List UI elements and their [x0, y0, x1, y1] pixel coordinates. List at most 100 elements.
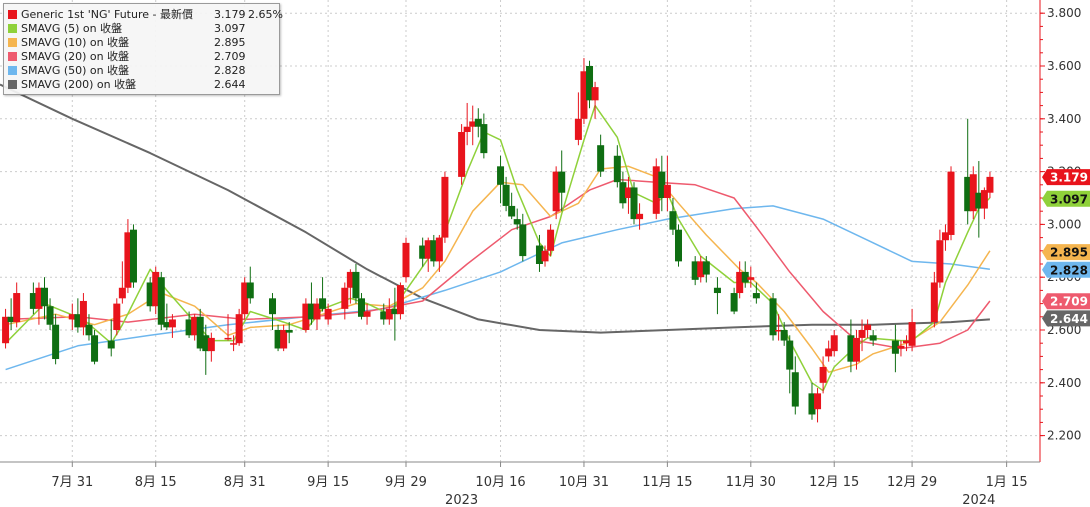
candle-body	[480, 124, 488, 154]
legend-value: 2.644	[214, 78, 246, 91]
legend-swatch	[8, 52, 17, 61]
candle-body	[730, 293, 738, 312]
x-tick-label: 9月 15	[307, 475, 349, 490]
candlesticks	[2, 58, 994, 423]
candle-body	[964, 176, 972, 212]
candle-body	[658, 171, 666, 198]
candle-body	[819, 366, 827, 383]
y-tick-label: 2.400	[1047, 376, 1081, 390]
candle-body	[74, 314, 82, 328]
candle-body	[613, 155, 621, 183]
gridlines	[0, 0, 1040, 462]
legend-value: 2.895	[214, 36, 246, 49]
candle-body	[636, 213, 644, 220]
candle-body	[497, 166, 505, 185]
candle-body	[469, 121, 477, 127]
candle-body	[430, 240, 438, 262]
candle-body	[35, 287, 43, 309]
candle-body	[825, 348, 833, 357]
value-tag	[1042, 190, 1090, 207]
candle-body	[313, 303, 321, 320]
candle-body	[830, 335, 838, 352]
candle-body	[741, 271, 749, 283]
candle-body	[7, 316, 15, 323]
y-tick-label: 3.600	[1047, 59, 1081, 73]
legend-value: 3.097	[214, 22, 246, 35]
candle-body	[502, 184, 510, 206]
value-tags: 3.179 3.097 2.895 2.709 2.828 2.644	[1042, 169, 1090, 327]
candle-body	[196, 316, 204, 349]
candle-body	[202, 335, 210, 352]
candle-body	[157, 277, 165, 325]
legend-label: SMAVG (200) on 收盤	[21, 78, 137, 91]
candle-body	[969, 174, 977, 212]
candle-body	[124, 232, 132, 288]
candle-body	[736, 271, 744, 294]
value-tag	[1042, 169, 1090, 186]
legend-item: SMAVG (50) on 收盤 2.828	[4, 64, 279, 78]
candle-body	[285, 330, 293, 333]
candle-body	[663, 184, 671, 198]
candle-body	[152, 271, 160, 307]
candle-body	[396, 285, 404, 315]
legend-value: 2.828	[214, 64, 246, 77]
legend-swatch	[8, 24, 17, 33]
ma-line	[5, 104, 991, 392]
y-tick-label: 3.000	[1047, 217, 1081, 231]
x-tick-label: 12月 29	[887, 475, 937, 490]
candle-body	[547, 229, 555, 251]
candle-body	[864, 324, 872, 330]
value-tag	[1042, 310, 1090, 327]
candle-body	[791, 372, 799, 407]
candle-body	[897, 345, 905, 349]
candle-body	[558, 171, 566, 193]
candle-body	[858, 330, 866, 338]
legend-label: SMAVG (20) on 收盤	[21, 50, 130, 63]
legend-item: SMAVG (20) on 收盤 2.709	[4, 50, 279, 64]
candle-body	[619, 182, 627, 204]
candle-body	[697, 261, 705, 278]
value-tag	[1042, 244, 1090, 261]
candle-body	[908, 322, 916, 346]
candle-body	[380, 311, 388, 320]
candle-body	[463, 126, 471, 132]
candle-body	[814, 393, 822, 410]
candle-body	[513, 219, 521, 225]
legend-label: SMAVG (50) on 收盤	[21, 64, 130, 77]
x-tick-label: 11月 15	[642, 475, 692, 490]
x-tick-label: 12月 15	[809, 475, 859, 490]
candle-body	[246, 282, 254, 299]
candle-body	[324, 308, 332, 320]
legend-item: SMAVG (5) on 收盤 3.097	[4, 22, 279, 36]
candle-body	[441, 176, 449, 238]
candle-body	[235, 314, 243, 344]
candle-body	[168, 319, 176, 328]
candle-body	[346, 271, 354, 288]
moving-average-lines	[0, 83, 991, 392]
value-tag	[1042, 293, 1090, 310]
legend-swatch	[8, 66, 17, 75]
candle-body	[52, 324, 60, 360]
candle-body	[669, 211, 677, 230]
candle-body	[146, 282, 154, 307]
legend-swatch	[8, 80, 17, 89]
candle-body	[46, 306, 54, 325]
candle-body	[85, 324, 93, 336]
candle-body	[580, 71, 588, 119]
candle-body	[352, 271, 360, 299]
y-tick-label: 3.400	[1047, 112, 1081, 126]
x-tick-label: 8月 31	[224, 475, 266, 490]
candle-body	[591, 87, 599, 101]
candle-body	[424, 240, 432, 259]
candle-body	[752, 293, 760, 299]
candle-body	[780, 330, 788, 341]
candle-body	[947, 171, 955, 235]
candle-body	[586, 66, 594, 101]
legend-label: SMAVG (10) on 收盤	[21, 36, 130, 49]
legend-value: 2.709	[214, 50, 246, 63]
candle-body	[808, 393, 816, 415]
candle-body	[508, 205, 516, 217]
x-tick-label: 10月 31	[559, 475, 609, 490]
candle-body	[274, 330, 282, 349]
value-tag-label: 2.644	[1050, 312, 1088, 326]
